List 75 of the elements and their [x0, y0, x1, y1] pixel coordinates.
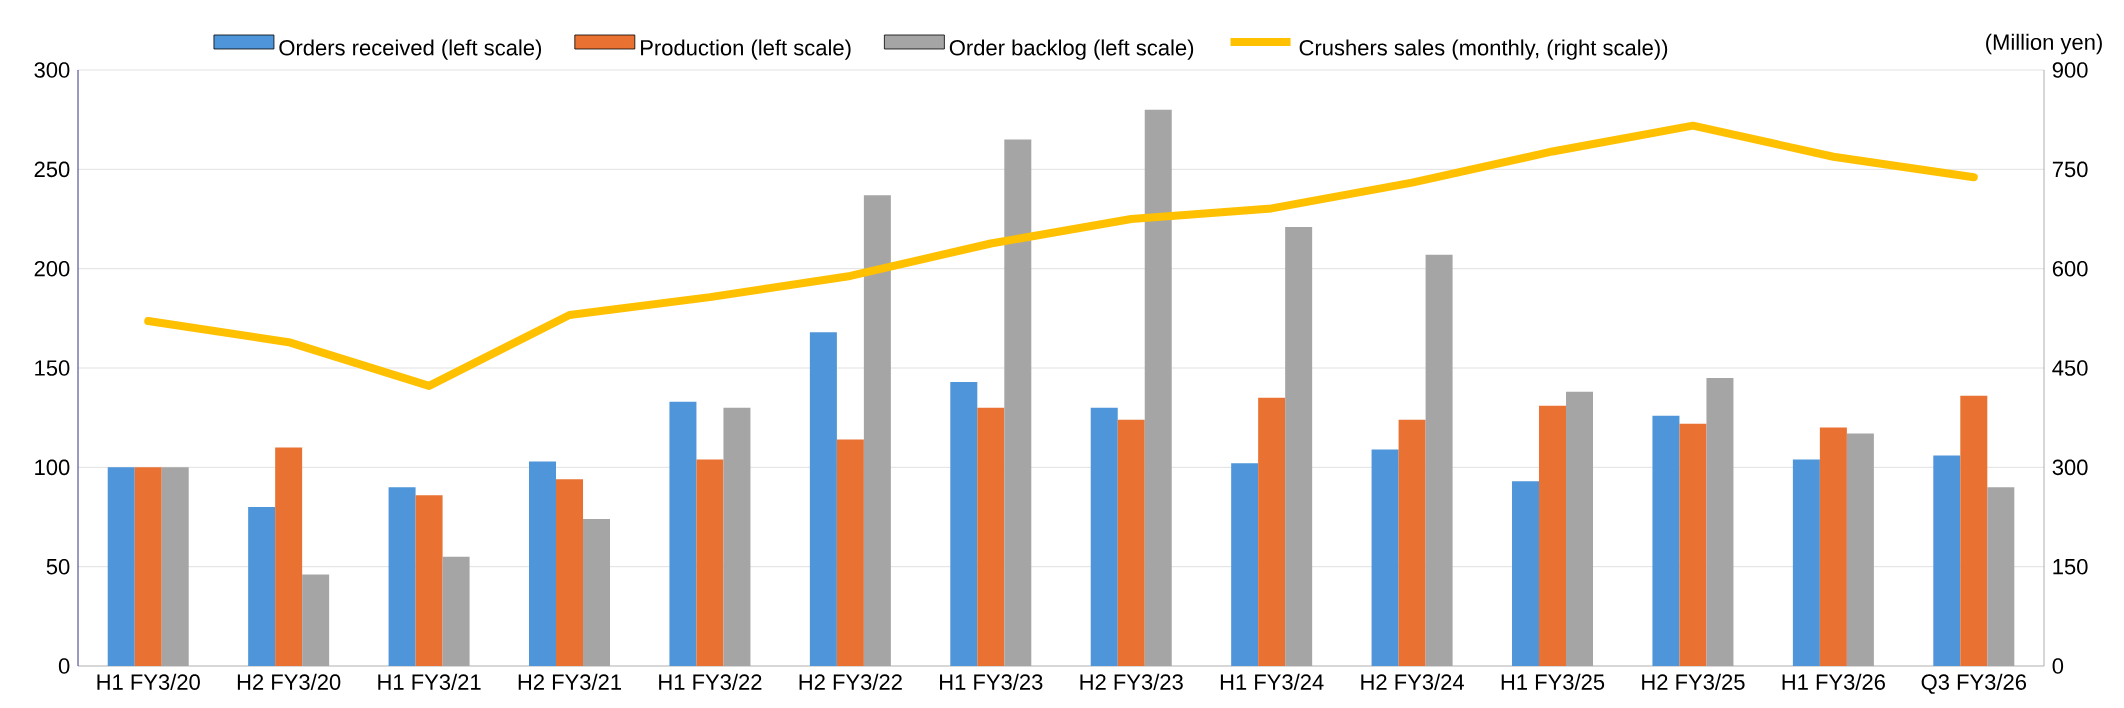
- bar: [442, 556, 470, 666]
- x-tick-label: H2 FY3/20: [237, 673, 341, 690]
- y-tick-label: 50: [46, 558, 70, 575]
- x-tick-label: H1 FY3/26: [1782, 673, 1885, 690]
- x-tick-label: H2 FY3/22: [799, 673, 902, 690]
- bar: [1846, 433, 1874, 666]
- bar: [950, 381, 978, 666]
- x-tick-label: H1 FY3/20: [97, 673, 200, 690]
- bar: [696, 459, 724, 666]
- legend-label: Order backlog (left scale): [949, 39, 1194, 60]
- bar: [1566, 391, 1594, 666]
- x-tick-label: H2 FY3/21: [518, 673, 621, 690]
- bar: [161, 467, 189, 666]
- x-tick-label: H1 FY3/25: [1501, 673, 1605, 690]
- x-tick-label: H1 FY3/21: [378, 673, 481, 690]
- x-tick-label: H2 FY3/24: [1361, 673, 1464, 690]
- bar: [1819, 427, 1847, 666]
- bar: [1987, 487, 2015, 666]
- legend-label: Orders received (left scale): [279, 39, 542, 60]
- bar: [1144, 109, 1172, 666]
- bar: [248, 507, 276, 666]
- y2-tick-label: 600: [2052, 260, 2088, 277]
- bar: [1285, 226, 1313, 666]
- legend-label: Crushers sales (monthly, (right scale)): [1299, 39, 1668, 60]
- bar: [302, 574, 330, 666]
- bar: [809, 332, 837, 666]
- y2-tick-label: 150: [2053, 558, 2088, 575]
- bar: [1512, 481, 1540, 666]
- y2-tick-label: 900: [2052, 62, 2088, 78]
- y2-tick-label: 450: [2052, 360, 2088, 376]
- bar: [415, 495, 443, 666]
- bar: [669, 401, 697, 666]
- bar: [1117, 419, 1145, 666]
- bar: [556, 479, 584, 666]
- y-tick-label: 250: [34, 161, 70, 178]
- bar: [1679, 423, 1707, 666]
- bar: [1706, 377, 1734, 666]
- bar: [107, 467, 135, 666]
- y2-tick-label: 0: [2052, 658, 2064, 674]
- y-tick-label: 0: [58, 658, 70, 674]
- legend-label: Production (left scale): [641, 39, 851, 60]
- bar: [529, 461, 557, 666]
- y-tick-label: 150: [35, 360, 70, 376]
- bar: [977, 407, 1005, 666]
- y2-tick-label: 750: [2052, 161, 2088, 178]
- bar: [134, 467, 162, 666]
- bar: [1090, 407, 1118, 666]
- x-tick-label: H1 FY3/23: [940, 673, 1043, 690]
- x-tick-label: Q3 FY3/26: [1921, 673, 2027, 694]
- bar: [863, 195, 891, 666]
- bar: [1792, 459, 1820, 666]
- bar: [723, 407, 751, 666]
- y2-axis-title: (Million yen): [1986, 33, 2102, 55]
- bar: [1960, 395, 1988, 666]
- bar: [1258, 397, 1286, 666]
- bar: [388, 487, 416, 666]
- bar: [1004, 139, 1032, 666]
- y-tick-label: 300: [34, 62, 70, 78]
- x-tick-label: H1 FY3/22: [659, 673, 762, 690]
- y2-tick-label: 300: [2052, 459, 2088, 476]
- x-tick-label: H2 FY3/25: [1642, 673, 1745, 690]
- bar: [1425, 254, 1453, 666]
- y-tick-label: 100: [35, 459, 70, 476]
- bar: [275, 447, 303, 666]
- x-tick-label: H1 FY3/24: [1220, 673, 1324, 690]
- y-tick-label: 200: [34, 260, 70, 277]
- bar: [836, 439, 864, 666]
- bar: [1933, 455, 1961, 666]
- bar: [1371, 449, 1399, 666]
- bar: [583, 518, 611, 666]
- bar: [1398, 419, 1426, 666]
- x-tick-label: H2 FY3/23: [1080, 673, 1183, 690]
- bar: [1231, 463, 1259, 666]
- bar: [1652, 415, 1680, 666]
- bar: [1539, 405, 1567, 666]
